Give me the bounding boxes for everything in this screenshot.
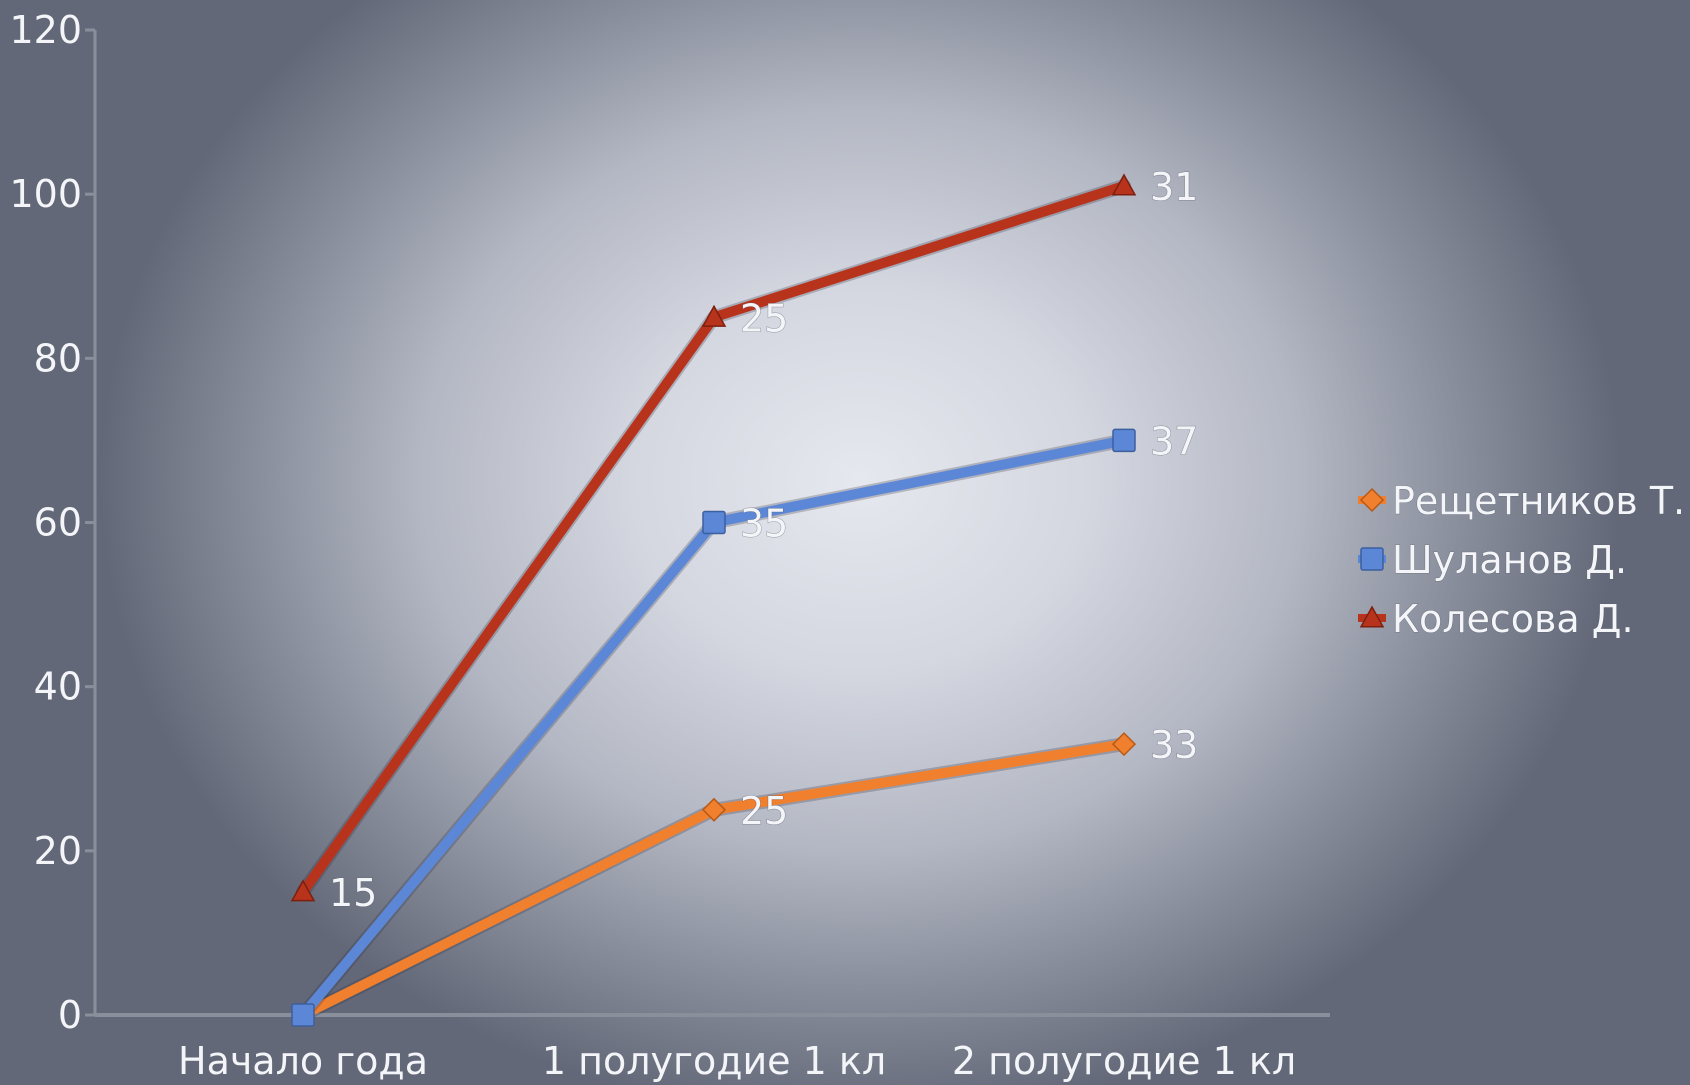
series-2 [292,175,1135,901]
series-2-line-shadow [303,186,1124,892]
legend-label: Колесова Д. [1392,597,1634,641]
y-tick-label: 120 [9,8,82,52]
series-0-data-label: 25 [740,789,788,833]
series-2-line [303,186,1124,892]
series-1-point [292,1004,314,1026]
x-tick-label: 2 полугодие 1 кл [952,1039,1296,1083]
x-tick-label: Начало года [178,1039,428,1083]
series-1-data-label: 35 [740,502,788,546]
y-tick-label: 100 [9,172,82,216]
legend-item[interactable]: Шуланов Д. [1358,538,1627,582]
series-0-line-shadow [303,744,1124,1015]
y-tick-label: 20 [34,829,82,873]
data-labels: 25 33 35 37 15 25 31 [329,165,1198,915]
legend[interactable]: Рещетников Т. Шуланов Д. Колесова Д. [1358,479,1685,641]
axes: 0 20 40 60 80 100 120 Начало года 1 полугодие 1 … [9,8,1330,1083]
y-tick-label: 0 [58,993,82,1037]
y-tick-label: 60 [34,501,82,545]
legend-label: Рещетников Т. [1392,479,1685,523]
series-1-data-label: 37 [1150,419,1198,463]
series-2-data-label: 15 [329,871,377,915]
series-1-point [703,512,725,534]
series-0-line [303,744,1124,1015]
y-tick-label: 40 [34,665,82,709]
series-2-data-label: 25 [740,296,788,340]
y-tick-label: 80 [34,336,82,380]
legend-item[interactable]: Рещетников Т. [1358,479,1685,523]
series-layer [292,175,1135,1026]
series-2-data-label: 31 [1150,165,1198,209]
legend-label: Шуланов Д. [1392,538,1627,582]
legend-swatch-marker [1361,489,1383,511]
series-1-point [1113,429,1135,451]
legend-swatch-marker [1361,548,1383,570]
legend-item[interactable]: Колесова Д. [1358,597,1634,641]
series-0-data-label: 33 [1150,723,1198,767]
x-tick-label: 1 полугодие 1 кл [542,1039,886,1083]
